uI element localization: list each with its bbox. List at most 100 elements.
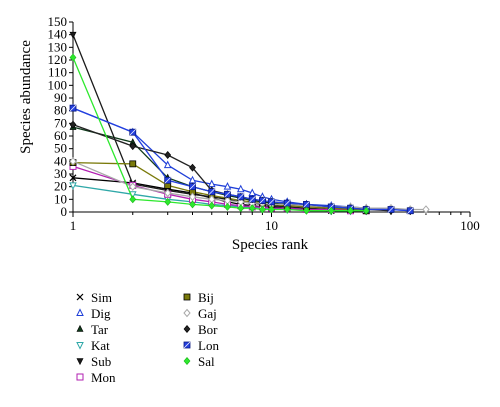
legend-marker: [76, 308, 84, 316]
data-point: [224, 190, 231, 198]
data-point: [129, 182, 137, 191]
legend-marker: [76, 342, 84, 350]
data-point: [189, 200, 196, 209]
data-point: [259, 205, 266, 214]
data-point: [188, 192, 197, 202]
data-point: [69, 182, 77, 191]
legend-item-lon: Lon: [183, 338, 219, 353]
y-tick-label: 0: [61, 204, 68, 219]
data-point: [303, 200, 310, 208]
data-point: [208, 188, 216, 196]
legend-label: Gaj: [198, 306, 217, 321]
series-lon: [69, 104, 414, 215]
y-tick-label: 90: [54, 90, 67, 105]
legend-item-tar: Tar: [76, 322, 109, 337]
data-point: [129, 142, 137, 151]
legend-label: Tar: [91, 322, 109, 337]
y-tick-label: 110: [48, 65, 67, 80]
series-layer: [69, 31, 430, 216]
data-point: [69, 53, 77, 62]
legend-marker: [183, 308, 191, 318]
legend-label: Mon: [91, 370, 116, 385]
data-point: [69, 104, 77, 112]
legend-label: Bor: [198, 322, 218, 337]
legend-marker: [76, 293, 84, 301]
legend-item-bor: Bor: [183, 322, 218, 337]
y-tick-label: 30: [54, 166, 67, 181]
data-point: [327, 206, 335, 215]
data-point: [347, 206, 354, 215]
y-tick-label: 20: [54, 179, 67, 194]
y-tick-label: 40: [54, 153, 67, 168]
x-axis-title: Species rank: [232, 237, 309, 253]
data-point: [248, 195, 256, 203]
data-point: [188, 175, 197, 184]
x-tick-label: 100: [460, 218, 480, 233]
data-point: [69, 120, 77, 129]
y-tick-label: 120: [48, 52, 68, 67]
series-line: [72, 165, 367, 212]
series-sub: [69, 31, 370, 215]
y-tick-label: 70: [54, 115, 67, 130]
y-tick-label: 130: [48, 39, 68, 54]
data-point: [164, 197, 172, 206]
series-line: [72, 34, 367, 212]
legend-label: Sub: [91, 354, 111, 369]
data-point: [224, 202, 231, 211]
data-point: [164, 151, 172, 159]
data-point: [208, 201, 216, 210]
data-point: [69, 174, 77, 182]
legend-label: Kat: [91, 338, 110, 353]
data-point: [236, 184, 245, 193]
legend-marker: [183, 325, 191, 333]
data-point: [164, 188, 172, 198]
x-tick-label: 10: [265, 218, 278, 233]
data-point: [237, 193, 245, 201]
legend-marker: [76, 324, 84, 332]
data-point: [237, 204, 245, 213]
data-point: [406, 207, 414, 215]
data-point: [129, 160, 137, 168]
data-point: [303, 206, 310, 215]
data-point: [129, 128, 137, 136]
y-tick-label: 100: [48, 77, 68, 92]
data-point: [163, 160, 172, 169]
data-point: [362, 206, 370, 215]
data-point: [69, 31, 77, 39]
data-point: [248, 204, 256, 213]
series-line: [72, 160, 426, 211]
data-point: [268, 205, 275, 214]
legend-item-bij: Bij: [183, 290, 214, 305]
data-point: [164, 176, 172, 184]
data-point: [129, 195, 137, 204]
data-point: [387, 206, 395, 213]
legend-marker: [76, 373, 84, 381]
y-tick-label: 80: [54, 103, 67, 118]
data-point: [69, 157, 77, 166]
legend-marker: [183, 357, 191, 365]
x-tick-label: 1: [70, 218, 77, 233]
legend-item-mon: Mon: [76, 370, 116, 385]
data-point: [283, 205, 291, 214]
legend-marker: [76, 358, 84, 366]
data-point: [189, 183, 196, 191]
y-axis-title: Species abundance: [18, 40, 34, 154]
data-point: [259, 197, 266, 205]
legend-marker: [183, 341, 191, 349]
legend-marker: [183, 293, 191, 301]
legend-item-kat: Kat: [76, 338, 110, 353]
axis-titles: Species rank Species abundance: [18, 40, 309, 253]
legend-label: Sim: [91, 290, 112, 305]
y-tick-label: 60: [54, 128, 67, 143]
data-point: [283, 199, 291, 207]
data-point: [189, 163, 196, 172]
series-line: [72, 123, 392, 212]
legend-item-gaj: Gaj: [183, 306, 217, 321]
legend-item-sal: Sal: [183, 354, 215, 369]
data-point: [268, 198, 275, 206]
series-line: [72, 57, 367, 212]
y-tick-label: 50: [54, 141, 67, 156]
y-tick-label: 150: [48, 14, 68, 29]
